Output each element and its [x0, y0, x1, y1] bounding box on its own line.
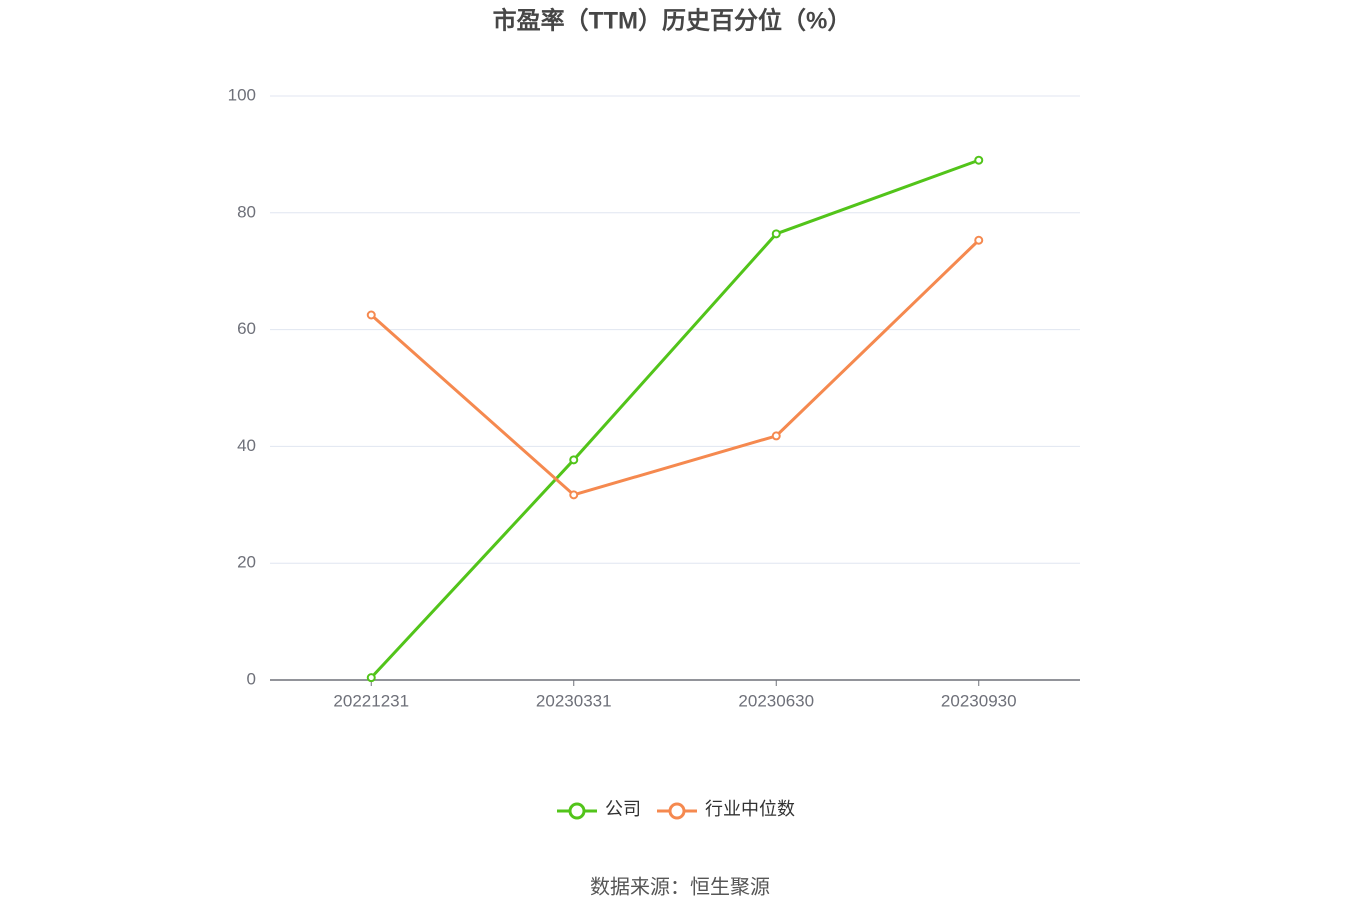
source-note: 数据来源：恒生聚源 [590, 875, 770, 898]
x-tick-label: 20230331 [536, 691, 612, 710]
data-point [569, 455, 579, 465]
y-tick-label: 80 [237, 202, 256, 221]
data-point [771, 431, 781, 441]
legend-label[interactable]: 公司 [605, 799, 641, 819]
chart-title: 市盈率（TTM）历史百分位（%） [493, 6, 852, 34]
x-tick-label: 20221231 [333, 691, 409, 710]
y-tick-label: 0 [247, 669, 256, 688]
x-tick-label: 20230630 [738, 691, 814, 710]
legend-marker[interactable] [668, 802, 686, 820]
legend-marker[interactable] [568, 802, 586, 820]
data-point [569, 490, 579, 500]
y-tick-label: 40 [237, 436, 256, 455]
data-point [974, 155, 984, 165]
data-point [974, 235, 984, 245]
y-tick-label: 100 [228, 85, 256, 104]
legend-label[interactable]: 行业中位数 [705, 799, 795, 819]
x-tick-label: 20230930 [941, 691, 1017, 710]
y-tick-label: 60 [237, 319, 256, 338]
y-tick-label: 20 [237, 553, 256, 572]
data-point [366, 673, 376, 683]
series-line [370, 239, 980, 497]
series-line [370, 158, 980, 679]
data-point [771, 229, 781, 239]
data-point [366, 310, 376, 320]
